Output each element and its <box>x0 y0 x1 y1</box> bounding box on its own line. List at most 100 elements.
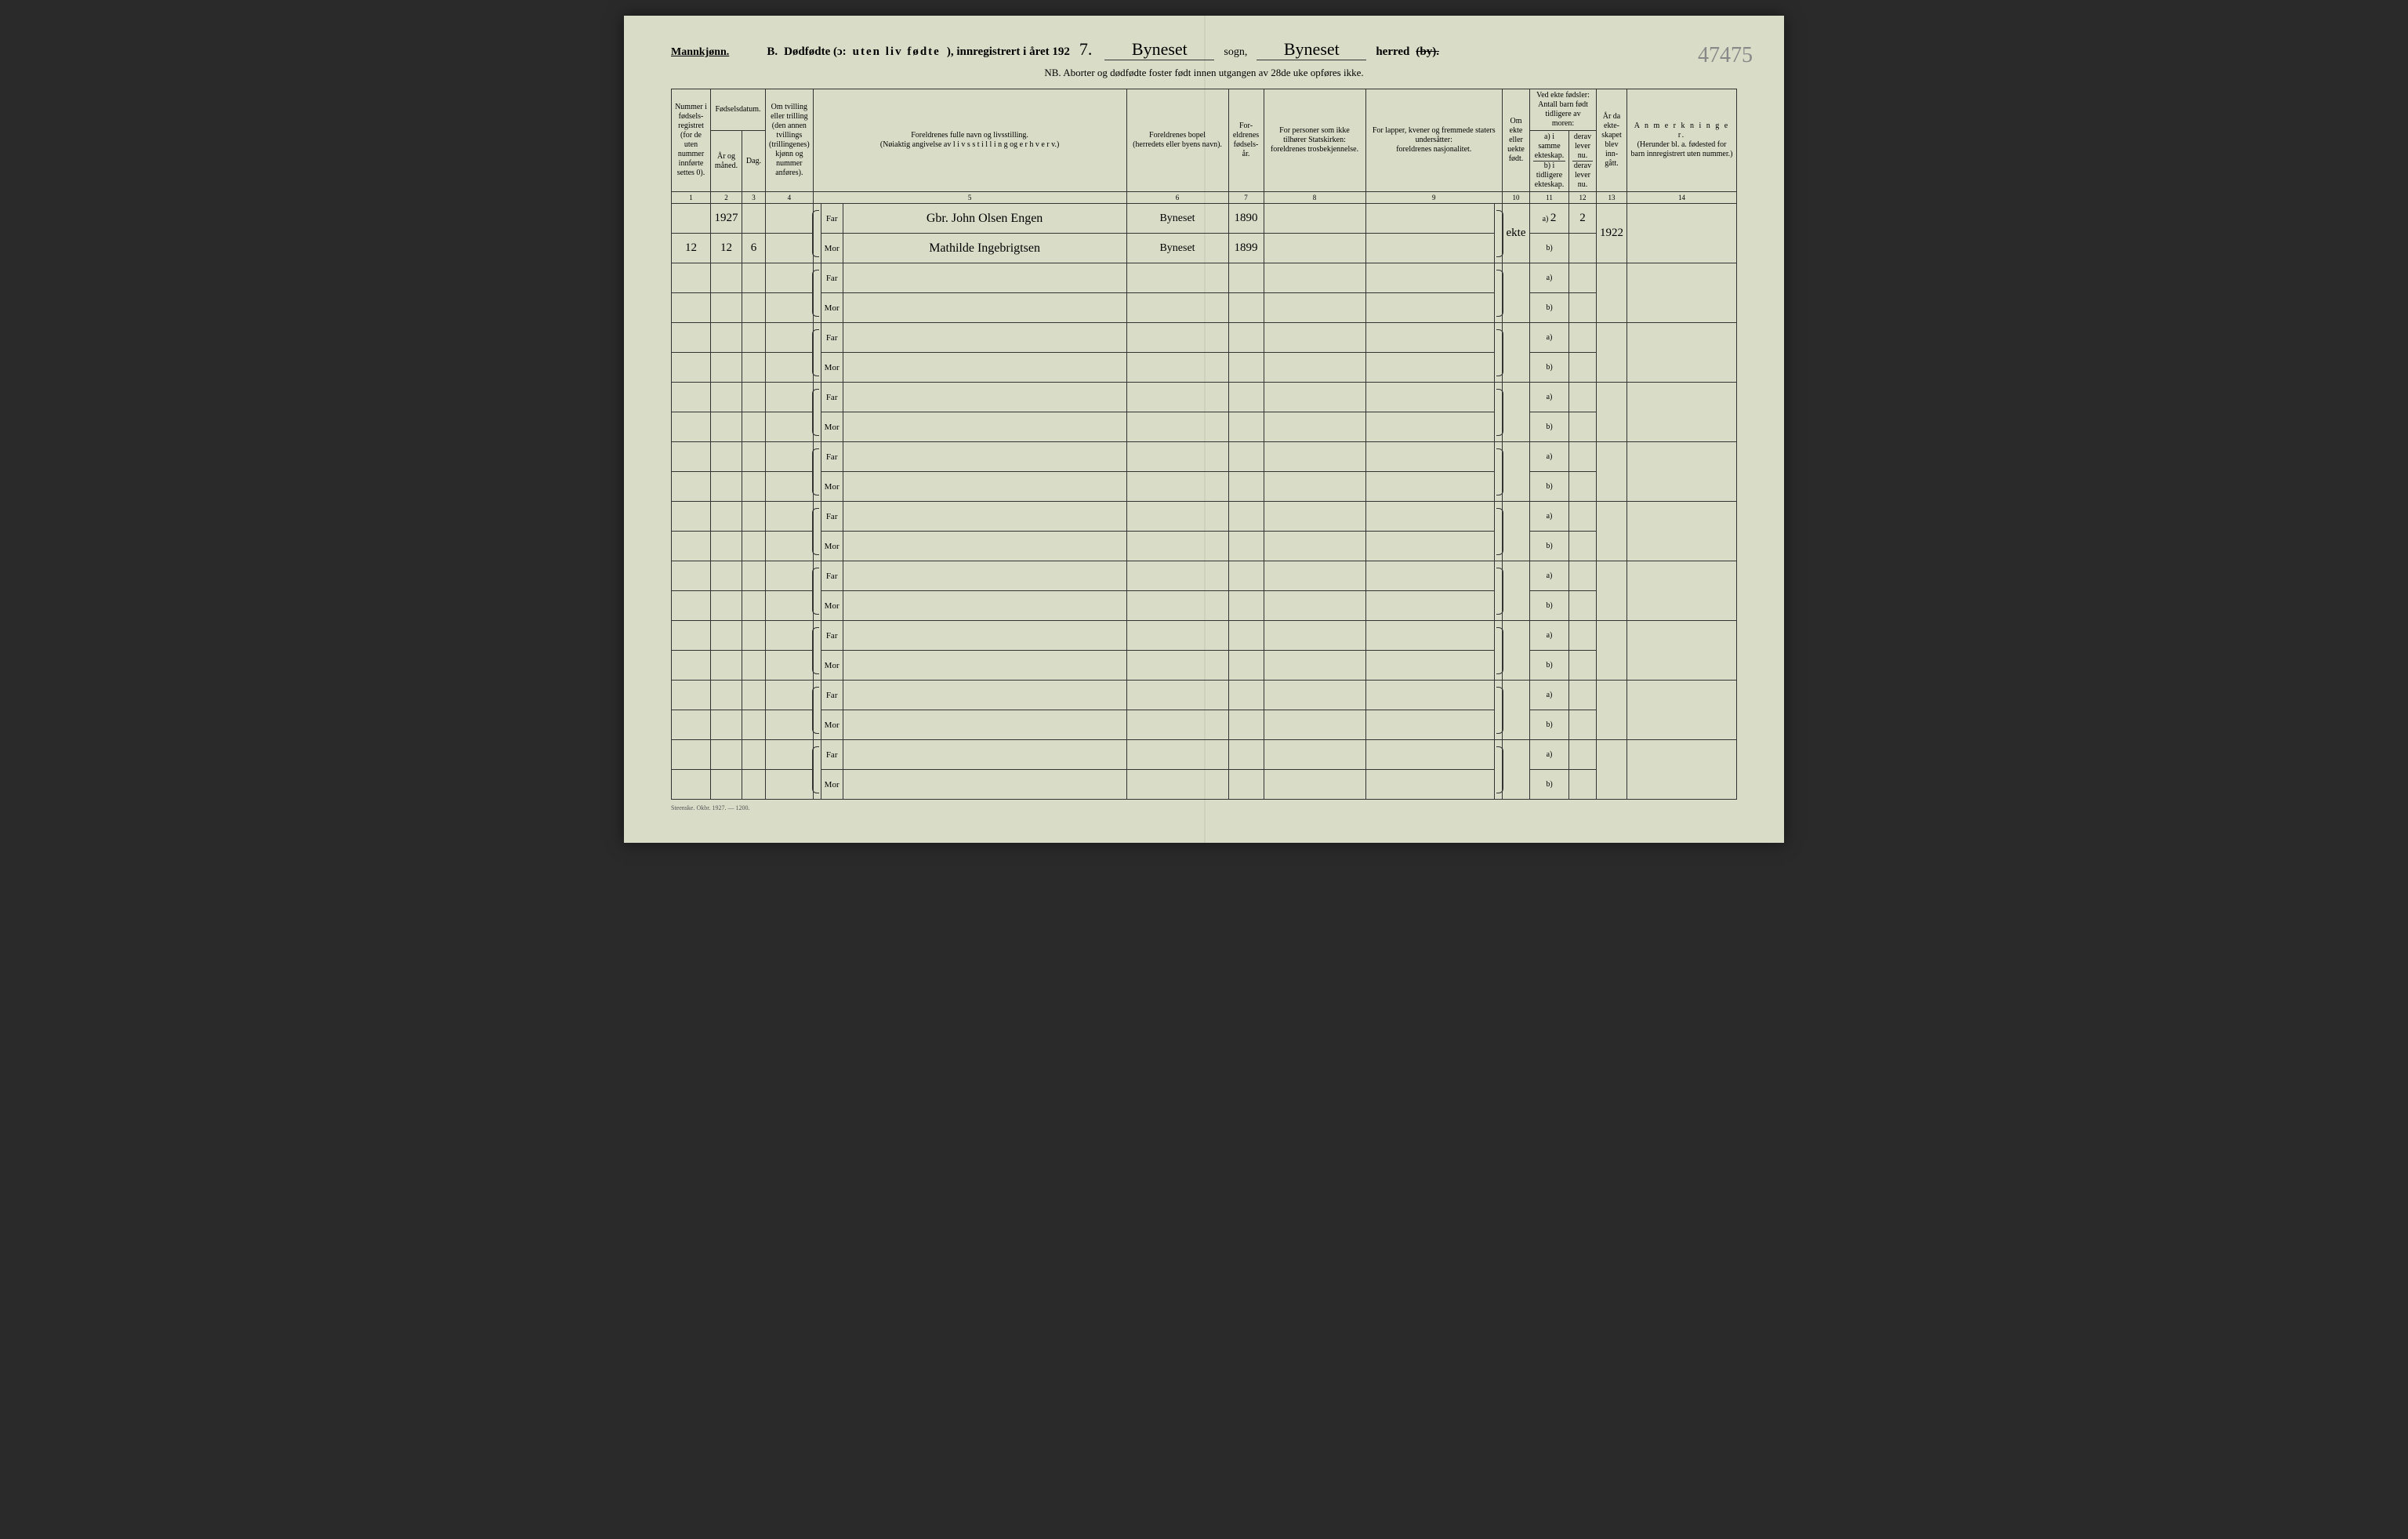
mor-label: Mor <box>821 353 843 383</box>
empty-row-far: Far a) <box>672 383 1737 412</box>
colnum-8: 8 <box>1264 192 1365 204</box>
title-main: Dødfødte (ɔ: <box>784 45 847 59</box>
empty-row-mor: Mor b) <box>672 472 1737 502</box>
left-brace <box>813 681 821 740</box>
col-12b-text: derav lever nu. <box>1572 161 1593 190</box>
year-digit: 7. <box>1076 39 1096 60</box>
mor-label: Mor <box>821 472 843 502</box>
pencil-annotation: 47475 <box>1698 43 1753 68</box>
col-9-sub: foreldrenes nasjonalitet. <box>1369 145 1499 154</box>
marriage-year: 1922 <box>1597 204 1627 263</box>
b-label: b) <box>1530 770 1569 800</box>
col-6-top: Foreldrenes bopel <box>1130 131 1225 140</box>
col-11a-header: a) i samme ekteskap. b) i tidligere ekte… <box>1530 131 1569 192</box>
colnum-13: 13 <box>1597 192 1627 204</box>
far-residence: Byneset <box>1126 204 1228 234</box>
colnum-6: 6 <box>1126 192 1228 204</box>
col-5-sub: (Nøiaktig angivelse av l i v s s t i l l… <box>817 140 1123 150</box>
col-8-header: For personer som ikke tilhører Statskirk… <box>1264 89 1365 192</box>
a-label: a) <box>1530 740 1569 770</box>
entry-year: 1927 <box>711 204 742 234</box>
col-4-header: Om tvilling eller trilling (den annen tv… <box>766 89 814 192</box>
entry-day: 6 <box>742 234 766 263</box>
right-brace <box>1495 323 1503 383</box>
col-6-header: Foreldrenes bopel (herredets eller byens… <box>1126 89 1228 192</box>
herred-struck: (by). <box>1416 45 1439 59</box>
title-after: ), innregistrert i året 192 <box>947 45 1070 59</box>
empty-row-mor: Morb) <box>672 651 1737 681</box>
empty-row-far: Fara) <box>672 442 1737 472</box>
empty-row-mor: Mor b) <box>672 532 1737 561</box>
col-12-header: derav lever nu. derav lever nu. <box>1569 131 1597 192</box>
a-label: a) <box>1530 323 1569 353</box>
b-label: b) <box>1530 412 1569 442</box>
mor-label: Mor <box>821 710 843 740</box>
a-label: a) <box>1530 561 1569 591</box>
colnum-5: 5 <box>813 192 1126 204</box>
far-name: Gbr. John Olsen Engen <box>843 204 1126 234</box>
col-6-sub: (herredets eller byens navn). <box>1130 140 1225 150</box>
nb-note: NB. Aborter og dødfødte foster født inne… <box>671 67 1737 79</box>
far-label: Far <box>821 740 843 770</box>
mor-label: Mor <box>821 234 843 263</box>
left-brace <box>813 442 821 502</box>
herred-value: Byneset <box>1257 39 1366 60</box>
gender-label: Mannkjønn. <box>671 46 729 59</box>
title-spaced: uten liv fødte <box>853 45 941 59</box>
col-2a-header: År og måned. <box>711 131 742 192</box>
mor-residence: Byneset <box>1126 234 1228 263</box>
far-label: Far <box>821 204 843 234</box>
colnum-2: 2 <box>711 192 742 204</box>
right-brace <box>1495 740 1503 800</box>
colnum-3: 3 <box>742 192 766 204</box>
b-label: b) <box>1530 472 1569 502</box>
printer-footer: Steenske. Okbr. 1927. — 1200. <box>671 804 1737 811</box>
col-5-header: Foreldrenes fulle navn og livsstilling. … <box>813 89 1126 192</box>
empty-row-far: Fara) <box>672 621 1737 651</box>
empty-row-far: Fara) <box>672 561 1737 591</box>
col-14-sub: (Herunder bl. a. fødested for barn innre… <box>1630 140 1733 159</box>
b-label: b) <box>1530 234 1569 263</box>
col-11a-text: a) i samme ekteskap. <box>1533 132 1565 161</box>
far-label: Far <box>821 323 843 353</box>
sogn-label: sogn, <box>1224 46 1247 59</box>
colnum-11: 11 <box>1530 192 1569 204</box>
a-label: a) <box>1530 681 1569 710</box>
right-brace <box>1495 204 1503 263</box>
col-2-header: Fødselsdatum. <box>711 89 766 131</box>
left-brace <box>813 383 821 442</box>
colnum-12: 12 <box>1569 192 1597 204</box>
a-label: a) 2 <box>1530 204 1569 234</box>
right-brace <box>1495 681 1503 740</box>
far-label: Far <box>821 502 843 532</box>
col-1-header: Nummer i fødsels-registret (for de uten … <box>672 89 711 192</box>
colnum-9: 9 <box>1365 192 1502 204</box>
entry-number: 12 <box>672 234 711 263</box>
empty-row-far: Far a) <box>672 740 1737 770</box>
empty-row-far: Fara) <box>672 263 1737 293</box>
count-a: 2 <box>1550 212 1557 224</box>
colnum-1: 1 <box>672 192 711 204</box>
left-brace <box>813 263 821 323</box>
mor-label: Mor <box>821 532 843 561</box>
far-label: Far <box>821 681 843 710</box>
col-8-sub: foreldrenes trosbekjennelse. <box>1267 145 1362 154</box>
empty-row-mor: Morb) <box>672 353 1737 383</box>
colnum-7: 7 <box>1228 192 1264 204</box>
left-brace <box>813 561 821 621</box>
empty-row-mor: Morb) <box>672 591 1737 621</box>
section-letter: B. <box>767 45 778 59</box>
a-label: a) <box>1530 383 1569 412</box>
empty-row-mor: Mor b) <box>672 412 1737 442</box>
col-11-header: Ved ekte fødsler: Antall barn født tidli… <box>1530 89 1597 131</box>
mor-label: Mor <box>821 412 843 442</box>
b-label: b) <box>1530 532 1569 561</box>
col-9-top: For lapper, kvener og fremmede staters u… <box>1369 126 1499 145</box>
ekte-value: ekte <box>1503 204 1530 263</box>
right-brace <box>1495 263 1503 323</box>
colnum-10: 10 <box>1503 192 1530 204</box>
far-label: Far <box>821 383 843 412</box>
sogn-value: Byneset <box>1104 39 1214 60</box>
a-label: a) <box>1530 621 1569 651</box>
right-brace <box>1495 442 1503 502</box>
